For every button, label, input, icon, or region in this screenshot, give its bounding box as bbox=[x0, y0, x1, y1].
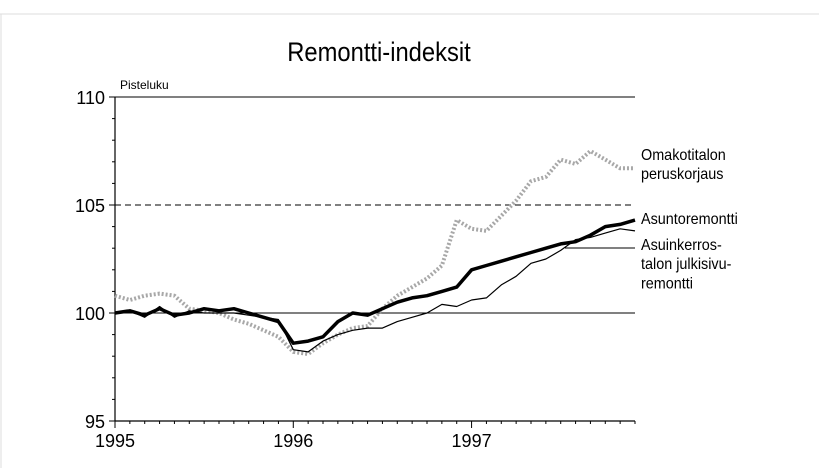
series-label: Asuntoremontti bbox=[641, 210, 738, 228]
series-line bbox=[114, 218, 636, 345]
y-axis-label: Pisteluku bbox=[120, 78, 169, 92]
x-tick-label: 1996 bbox=[273, 431, 313, 451]
y-tick-label: 100 bbox=[75, 304, 105, 324]
series-label: Omakotitalon peruskorjaus bbox=[641, 146, 726, 183]
x-tick-label: 1997 bbox=[452, 431, 492, 451]
x-tick-label: 1995 bbox=[95, 431, 135, 451]
chart-title: Remontti-indeksit bbox=[287, 38, 470, 68]
y-tick-label: 105 bbox=[75, 196, 105, 216]
y-tick-label: 95 bbox=[85, 412, 105, 432]
series-label: Asuinkerros-talon julkisivu-remontti bbox=[641, 236, 731, 292]
y-tick-label: 110 bbox=[76, 88, 105, 108]
series-line bbox=[114, 228, 636, 353]
